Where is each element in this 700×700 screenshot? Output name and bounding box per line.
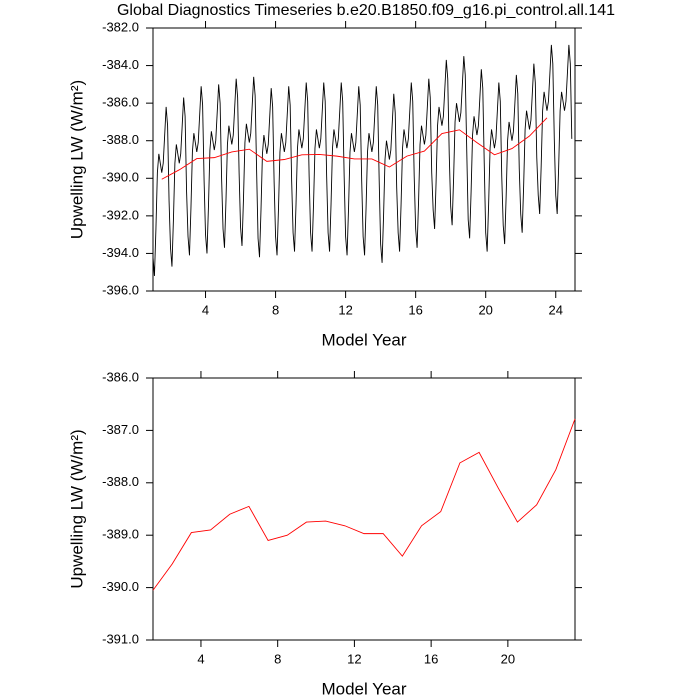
y-tick-label: -396.0 xyxy=(102,282,139,297)
y-tick-label: -386.0 xyxy=(102,95,139,110)
x-axis-label: Model Year xyxy=(321,679,406,698)
plot-frame xyxy=(152,27,576,292)
series-line xyxy=(152,44,573,277)
x-tick-label: 16 xyxy=(424,651,438,666)
x-tick-label: 20 xyxy=(478,302,492,317)
y-tick-label: -390.0 xyxy=(102,579,139,594)
x-tick-label: 8 xyxy=(274,651,281,666)
x-tick-label: 12 xyxy=(338,302,352,317)
x-tick-label: 12 xyxy=(347,651,361,666)
y-tick-label: -390.0 xyxy=(102,170,139,185)
y-tick-label: -382.0 xyxy=(102,19,139,34)
chart-title: Global Diagnostics Timeseries b.e20.B185… xyxy=(117,2,615,19)
x-tick-label: 16 xyxy=(408,302,422,317)
y-tick-label: -387.0 xyxy=(102,422,139,437)
y-tick-label: -392.0 xyxy=(102,207,139,222)
y-tick-label: -384.0 xyxy=(102,57,139,72)
y-tick-label: -388.0 xyxy=(102,474,139,489)
y-axis-label: Upwelling LW (W/m²) xyxy=(67,429,86,588)
y-tick-label: -386.0 xyxy=(102,369,139,384)
y-tick-label: -389.0 xyxy=(102,527,139,542)
series-line xyxy=(161,117,548,180)
x-tick-label: 24 xyxy=(549,302,563,317)
x-tick-label: 8 xyxy=(272,302,279,317)
y-tick-label: -394.0 xyxy=(102,245,139,260)
series-line xyxy=(152,418,576,591)
x-tick-label: 4 xyxy=(202,302,209,317)
x-tick-label: 20 xyxy=(501,651,515,666)
plot-frame xyxy=(152,377,576,641)
x-axis-label: Model Year xyxy=(321,330,406,349)
y-axis-label: Upwelling LW (W/m²) xyxy=(67,80,86,239)
y-tick-label: -391.0 xyxy=(102,631,139,646)
y-tick-label: -388.0 xyxy=(102,132,139,147)
x-tick-label: 4 xyxy=(197,651,204,666)
